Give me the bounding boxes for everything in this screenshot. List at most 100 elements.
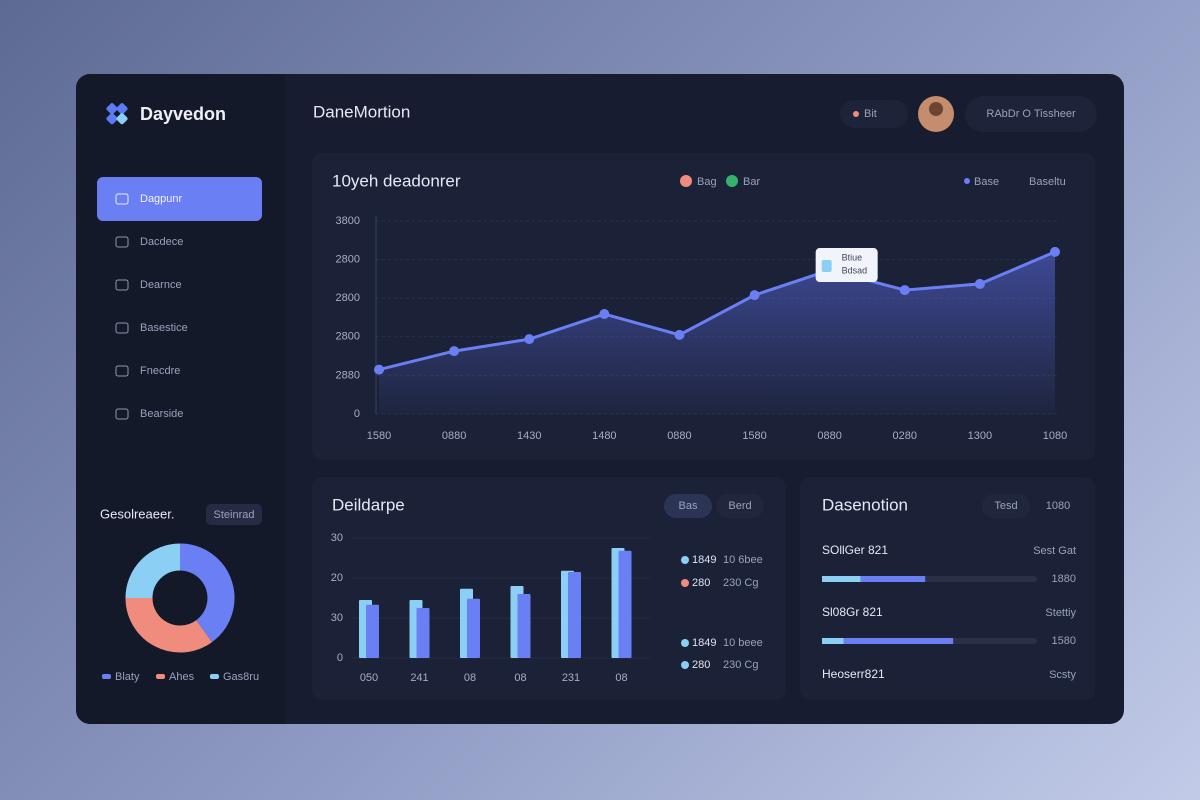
y-tick-label: 2800 — [336, 292, 360, 304]
bar — [517, 594, 531, 658]
progress-segment — [843, 638, 954, 644]
legend-dot — [681, 579, 689, 587]
donut-slice — [125, 597, 213, 653]
nav-icon — [115, 279, 129, 291]
progress-segment — [860, 576, 926, 582]
donut-button[interactable] — [206, 504, 262, 525]
nav-active[interactable] — [97, 177, 262, 221]
row-right: Stettiy — [1045, 607, 1076, 619]
list-button-label: Tesd — [994, 500, 1017, 512]
page-title: DaneMortion — [313, 102, 410, 121]
legend-label: Blaty — [115, 671, 140, 683]
line-point[interactable] — [524, 334, 535, 345]
y-tick-label: 2800 — [336, 331, 360, 343]
x-tick-label: 0880 — [442, 430, 466, 442]
list-button[interactable] — [982, 494, 1030, 518]
donut-button-label: Steinrad — [214, 509, 255, 521]
line-point[interactable] — [749, 290, 760, 301]
legend-label: Base — [974, 176, 999, 188]
line — [378, 250, 1056, 372]
sidebar — [76, 74, 285, 724]
toggle-label: Berd — [728, 500, 751, 512]
x-tick-label: 08 — [464, 672, 476, 684]
toggle[interactable] — [664, 494, 712, 518]
line-point[interactable] — [449, 346, 460, 357]
bar — [467, 598, 480, 658]
legend-label: Gas8ru — [223, 671, 259, 683]
bar — [416, 608, 430, 658]
brand: Dayvedon — [140, 104, 226, 124]
line-point[interactable] — [1050, 246, 1060, 257]
legend-swatch — [210, 674, 219, 679]
row-label: Sl08Gr 821 — [822, 605, 883, 619]
y-tick-label: 30 — [331, 612, 343, 624]
line-area — [379, 251, 1055, 414]
bar-title: Deildarpe — [332, 495, 405, 514]
nav-item[interactable]: Dearnce — [140, 279, 182, 291]
tooltip — [815, 248, 878, 283]
list-button-label[interactable]: 1080 — [1046, 500, 1070, 512]
y-tick-label: 0 — [337, 652, 343, 664]
list-title: Dasenotion — [822, 495, 908, 514]
x-tick-label: 1300 — [968, 430, 992, 442]
line-point[interactable] — [599, 309, 610, 320]
x-tick-label: 1580 — [742, 430, 766, 442]
line-point[interactable] — [899, 285, 910, 296]
toggle[interactable] — [716, 494, 764, 518]
donut-slice — [125, 543, 181, 599]
line-point[interactable] — [674, 329, 685, 340]
nav-icon — [115, 365, 129, 377]
legend-value: 280 — [692, 659, 710, 671]
legend-label: 230 Cg — [723, 659, 758, 671]
legend-dot — [681, 556, 689, 564]
legend-label: Bar — [743, 176, 760, 188]
nav-icon — [115, 236, 129, 248]
bar — [618, 550, 632, 658]
status-text: Bit — [864, 108, 877, 120]
nav-item[interactable]: Dacdece — [140, 236, 183, 248]
avatar-face — [929, 102, 943, 116]
nav-item[interactable]: Fnecdre — [140, 365, 180, 377]
nav-icon — [115, 408, 129, 420]
row-right: Scsty — [1049, 669, 1076, 681]
x-tick-label: 1480 — [592, 430, 616, 442]
row-label: SOllGer 821 — [822, 543, 888, 557]
x-tick-label: 08 — [514, 672, 526, 684]
nav-item[interactable]: Dagpunr — [140, 193, 183, 205]
y-tick-label: 20 — [331, 572, 343, 584]
legend-label: 10 beee — [723, 637, 763, 649]
legend-dot — [726, 175, 738, 187]
x-tick-label: 08 — [615, 672, 627, 684]
line-point[interactable] — [374, 364, 384, 375]
status-chip[interactable] — [840, 100, 908, 128]
legend-label: Bag — [697, 176, 717, 188]
progress-segment — [822, 576, 861, 582]
legend-dot — [964, 178, 970, 184]
x-tick-label: 0880 — [667, 430, 691, 442]
user-name: RAbDr O Tissheer — [986, 108, 1076, 120]
line-point[interactable] — [974, 278, 985, 289]
legend-label: Ahes — [169, 671, 195, 683]
toggle-label: Bas — [679, 500, 698, 512]
x-tick-label: 050 — [360, 672, 378, 684]
bar-card — [312, 477, 786, 700]
x-tick-label: 0280 — [893, 430, 917, 442]
y-tick-label: 0 — [354, 408, 360, 420]
x-tick-label: 1080 — [1043, 430, 1067, 442]
x-tick-label: 1430 — [517, 430, 541, 442]
legend-value: 1849 — [692, 637, 716, 649]
bar — [366, 604, 379, 658]
y-tick-label: 30 — [331, 532, 343, 544]
x-tick-label: 0880 — [817, 430, 841, 442]
row-value: 1880 — [1052, 573, 1076, 585]
y-tick-label: 3800 — [336, 215, 360, 227]
tooltip-text: Btiue — [842, 252, 863, 262]
user-chip[interactable] — [965, 96, 1097, 132]
nav-item[interactable]: Bearside — [140, 408, 183, 420]
x-tick-label: 1580 — [367, 430, 391, 442]
legend-label: Baseltu — [1029, 176, 1066, 188]
legend-swatch — [156, 674, 165, 679]
nav-item[interactable]: Basestice — [140, 322, 188, 334]
row-right: Sest Gat — [1033, 545, 1076, 557]
